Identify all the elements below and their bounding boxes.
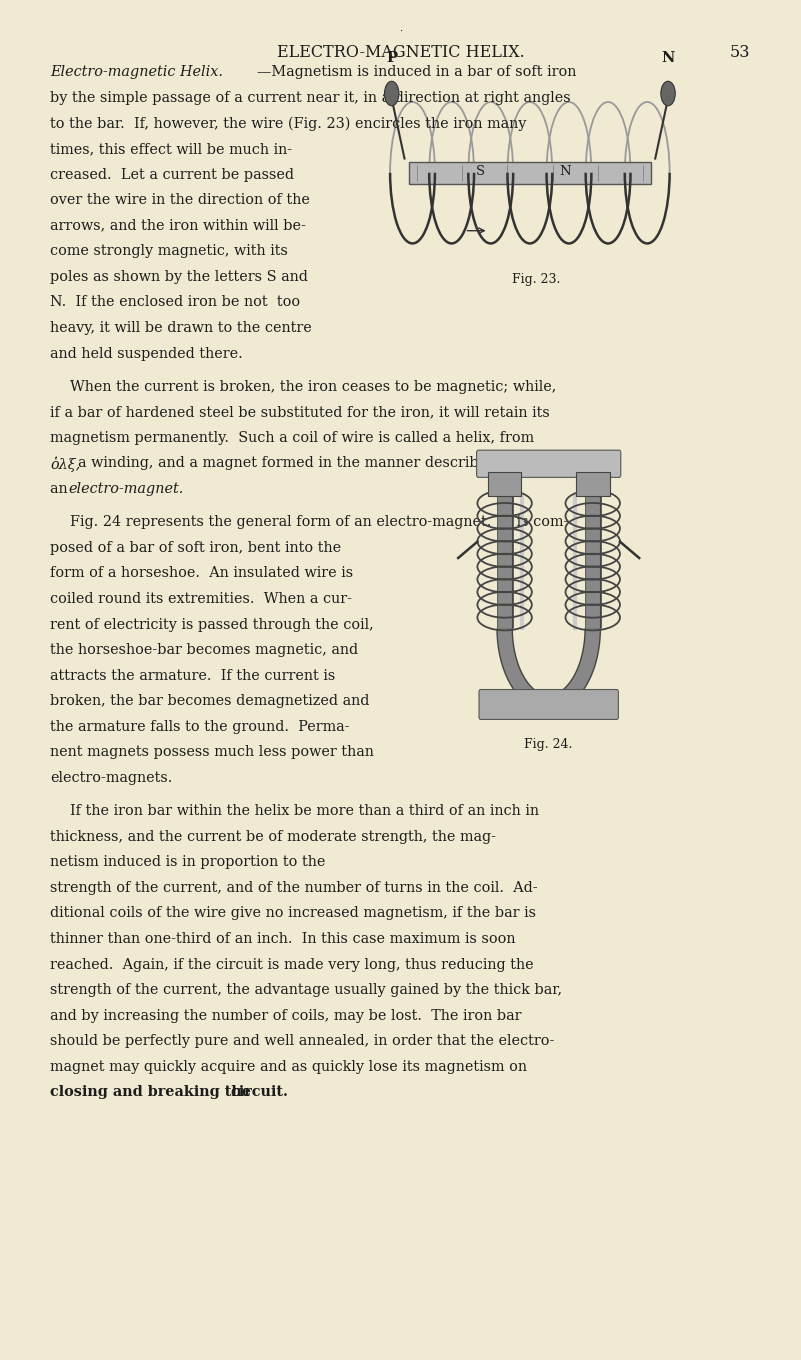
Text: thinner than one-third of an inch.  In this case maximum is soon: thinner than one-third of an inch. In th… (50, 932, 516, 947)
Text: magnetism permanently.  Such a coil of wire is called a helix, from: magnetism permanently. Such a coil of wi… (50, 431, 534, 445)
Text: If the iron bar within the helix be more than a third of an inch in: If the iron bar within the helix be more… (70, 804, 540, 819)
FancyBboxPatch shape (409, 162, 651, 184)
Text: ditional coils of the wire give no increased magnetism, if the bar is: ditional coils of the wire give no incre… (50, 907, 537, 921)
Text: P: P (386, 52, 397, 65)
Text: thickness, and the current be of moderate strength, the mag-: thickness, and the current be of moderat… (50, 830, 497, 843)
Text: N.  If the enclosed iron be not  too: N. If the enclosed iron be not too (50, 295, 300, 309)
Text: magnet may quickly acquire and as quickly lose its magnetism on: magnet may quickly acquire and as quickl… (50, 1059, 528, 1074)
Text: poles as shown by the letters S and: poles as shown by the letters S and (50, 269, 308, 284)
Text: to the bar.  If, however, the wire (Fig. 23) encircles the iron many: to the bar. If, however, the wire (Fig. … (50, 117, 527, 131)
Text: strength of the current, and of the number of turns in the coil.  Ad-: strength of the current, and of the numb… (50, 881, 538, 895)
Text: ·: · (399, 27, 402, 37)
Text: by the simple passage of a current near it, in a direction at right angles: by the simple passage of a current near … (50, 91, 571, 105)
Text: circuit.: circuit. (230, 1085, 288, 1099)
Text: heavy, it will be drawn to the centre: heavy, it will be drawn to the centre (50, 321, 312, 335)
Text: electro-magnet.: electro-magnet. (68, 481, 183, 496)
Text: the horseshoe-bar becomes magnetic, and: the horseshoe-bar becomes magnetic, and (50, 643, 359, 657)
Text: Fig. 24.: Fig. 24. (525, 738, 573, 752)
Text: creased.  Let a current be passed: creased. Let a current be passed (50, 167, 295, 181)
Text: and by increasing the number of coils, may be lost.  The iron bar: and by increasing the number of coils, m… (50, 1009, 522, 1023)
Text: an: an (50, 481, 73, 496)
Text: and held suspended there.: and held suspended there. (50, 347, 244, 360)
Text: S: S (476, 165, 485, 178)
Text: come strongly magnetic, with its: come strongly magnetic, with its (50, 245, 288, 258)
Text: N: N (559, 165, 570, 178)
Text: Electro-magnetic Helix.: Electro-magnetic Helix. (50, 65, 223, 79)
Text: times, this effect will be much in-: times, this effect will be much in- (50, 141, 292, 156)
Text: form of a horseshoe.  An insulated wire is: form of a horseshoe. An insulated wire i… (50, 566, 353, 581)
FancyBboxPatch shape (576, 472, 610, 496)
Text: closing and breaking the: closing and breaking the (50, 1085, 256, 1099)
Circle shape (661, 82, 675, 106)
Text: broken, the bar becomes demagnetized and: broken, the bar becomes demagnetized and (50, 694, 370, 709)
Text: reached.  Again, if the circuit is made very long, thus reducing the: reached. Again, if the circuit is made v… (50, 957, 534, 971)
Text: arrows, and the iron within will be-: arrows, and the iron within will be- (50, 219, 306, 233)
Text: coiled round its extremities.  When a cur-: coiled round its extremities. When a cur… (50, 592, 352, 607)
Text: N: N (662, 52, 674, 65)
Text: netism induced is in proportion to the: netism induced is in proportion to the (50, 855, 326, 869)
Text: Fig. 24 represents the general form of an electro-magnet.  It is com-: Fig. 24 represents the general form of a… (70, 515, 569, 529)
Text: if a bar of hardened steel be substituted for the iron, it will retain its: if a bar of hardened steel be substitute… (50, 405, 550, 419)
Text: —Magnetism is induced in a bar of soft iron: —Magnetism is induced in a bar of soft i… (257, 65, 577, 79)
FancyBboxPatch shape (488, 472, 521, 496)
Text: attracts the armature.  If the current is: attracts the armature. If the current is (50, 669, 336, 683)
Text: posed of a bar of soft iron, bent into the: posed of a bar of soft iron, bent into t… (50, 541, 341, 555)
Text: 53: 53 (730, 44, 751, 60)
Text: Fig. 23.: Fig. 23. (513, 273, 561, 287)
Text: electro-magnets.: electro-magnets. (50, 771, 173, 785)
Text: a winding, and a magnet formed in the manner described is termed: a winding, and a magnet formed in the ma… (78, 457, 570, 471)
Text: the armature falls to the ground.  Perma-: the armature falls to the ground. Perma- (50, 719, 350, 734)
Text: nent magnets possess much less power than: nent magnets possess much less power tha… (50, 745, 374, 759)
Text: rent of electricity is passed through the coil,: rent of electricity is passed through th… (50, 617, 374, 631)
Text: strength of the current, the advantage usually gained by the thick bar,: strength of the current, the advantage u… (50, 983, 562, 997)
Text: ὁλξ,: ὁλξ, (50, 457, 81, 472)
FancyBboxPatch shape (477, 450, 621, 477)
Text: ELECTRO-MAGNETIC HELIX.: ELECTRO-MAGNETIC HELIX. (276, 44, 525, 60)
Text: over the wire in the direction of the: over the wire in the direction of the (50, 193, 310, 207)
FancyBboxPatch shape (479, 690, 618, 719)
Text: When the current is broken, the iron ceases to be magnetic; while,: When the current is broken, the iron cea… (70, 379, 557, 394)
Circle shape (384, 82, 399, 106)
Text: should be perfectly pure and well annealed, in order that the electro-: should be perfectly pure and well anneal… (50, 1035, 555, 1049)
